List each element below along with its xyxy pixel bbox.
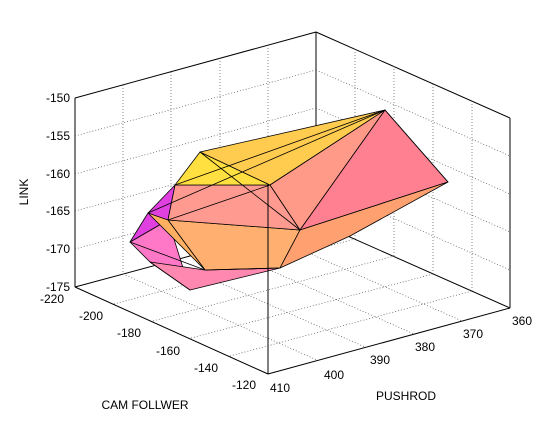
x-tick: -200 bbox=[79, 309, 103, 323]
hull-surface bbox=[129, 109, 449, 291]
x-tick: -220 bbox=[40, 292, 64, 306]
x-tick: -160 bbox=[156, 344, 180, 358]
z-tick: -170 bbox=[46, 242, 70, 256]
x-axis-label: CAM FOLLWER bbox=[101, 398, 188, 412]
y-tick: 380 bbox=[415, 340, 435, 354]
y-tick: 410 bbox=[270, 381, 290, 395]
hull-face bbox=[147, 212, 206, 271]
y-tick: 400 bbox=[324, 368, 344, 382]
axes-box-front bbox=[74, 118, 511, 375]
y-tick: 360 bbox=[512, 314, 532, 328]
z-tick: -165 bbox=[46, 204, 70, 218]
y-tick-labels: 410 400 390 380 370 360 bbox=[270, 314, 532, 395]
x-tick: -140 bbox=[194, 361, 218, 375]
x-tick-labels: -220 -200 -180 -160 -140 -120 bbox=[40, 292, 256, 392]
y-axis-label: PUSHROD bbox=[376, 389, 436, 403]
x-tick: -120 bbox=[232, 378, 256, 392]
z-tick: -155 bbox=[46, 129, 70, 143]
y-tick: 390 bbox=[370, 353, 390, 367]
y-tick: 370 bbox=[463, 327, 483, 341]
z-tick: -150 bbox=[46, 91, 70, 105]
z-axis-label: LINK bbox=[17, 179, 31, 206]
z-tick: -160 bbox=[46, 167, 70, 181]
z-tick-labels: -150 -155 -160 -165 -170 -175 bbox=[46, 91, 70, 294]
x-tick: -180 bbox=[117, 326, 141, 340]
z-tick: -175 bbox=[46, 280, 70, 294]
